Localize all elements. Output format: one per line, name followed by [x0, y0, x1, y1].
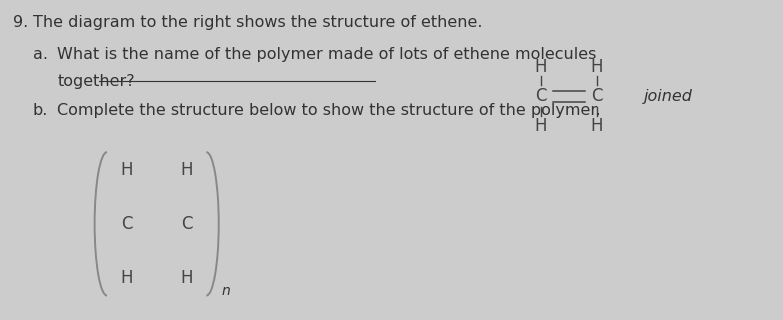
Text: H: H [590, 116, 603, 135]
Text: What is the name of the polymer made of lots of ethene molecules: What is the name of the polymer made of … [57, 47, 597, 62]
Text: joined: joined [644, 89, 693, 104]
Text: Complete the structure below to show the structure of the polymer.: Complete the structure below to show the… [57, 103, 601, 118]
Text: H: H [535, 58, 547, 76]
Text: C: C [181, 215, 192, 233]
Text: n: n [222, 284, 230, 298]
Text: H: H [121, 269, 133, 287]
Text: b.: b. [33, 103, 48, 118]
Text: The diagram to the right shows the structure of ethene.: The diagram to the right shows the struc… [33, 15, 482, 29]
Text: a.: a. [33, 47, 48, 62]
Text: 9.: 9. [13, 15, 28, 29]
Text: H: H [180, 161, 193, 179]
Text: C: C [121, 215, 132, 233]
Text: H: H [590, 58, 603, 76]
Text: together?: together? [57, 74, 135, 89]
Text: H: H [180, 269, 193, 287]
Text: H: H [121, 161, 133, 179]
Text: C: C [536, 87, 547, 105]
Text: C: C [591, 87, 602, 105]
Text: H: H [535, 116, 547, 135]
